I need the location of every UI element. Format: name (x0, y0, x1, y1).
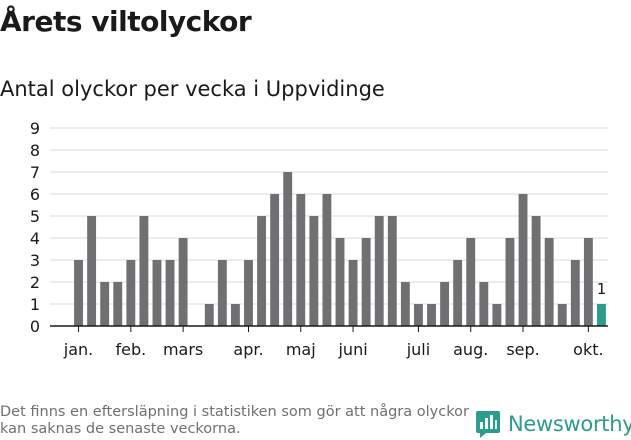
bar (74, 260, 83, 326)
y-tick-label: 1 (30, 295, 40, 314)
y-tick-label: 2 (30, 273, 40, 292)
x-tick-label: maj (286, 340, 316, 359)
bar (217, 260, 227, 326)
y-tick-label: 5 (30, 207, 40, 226)
bar (322, 194, 332, 326)
x-tick-label: okt. (573, 340, 603, 359)
bar (348, 260, 358, 326)
bar (296, 194, 306, 326)
x-tick-label: jan. (63, 340, 93, 359)
bar-chart: 0 1 2 3 4 5 6 7 8 9 1 jan. feb. mars apr. maj juni juli au… (30, 119, 608, 359)
y-tick-label: 4 (30, 229, 40, 248)
brand-name: Newsworthy (508, 412, 631, 436)
bar (597, 304, 606, 326)
footnote: Det finns en eftersläpning i statistiken… (0, 404, 469, 437)
bar (87, 216, 97, 326)
newsworthy-logo-icon (476, 411, 500, 438)
y-tick-label: 9 (30, 119, 40, 138)
y-tick-label: 8 (30, 141, 40, 160)
bar (479, 282, 489, 326)
bar (583, 238, 593, 326)
bar (309, 216, 319, 326)
bar (374, 216, 384, 326)
bar (505, 238, 515, 326)
bar (270, 194, 280, 326)
bar (531, 216, 541, 326)
bar (544, 238, 554, 326)
x-tick-label: apr. (233, 340, 263, 359)
y-tick-label: 6 (30, 185, 40, 204)
bar (440, 282, 450, 326)
bar (413, 304, 423, 326)
data-label: 1 (597, 280, 607, 298)
bar (453, 260, 463, 326)
bar (126, 260, 136, 326)
x-tick-label: feb. (115, 340, 146, 359)
y-tick-label: 0 (30, 317, 40, 336)
bar (466, 238, 476, 326)
bar (244, 260, 253, 326)
bar (230, 304, 240, 326)
x-tick-label: aug. (453, 340, 488, 359)
bar (570, 260, 580, 326)
bar (283, 172, 293, 326)
bar (492, 304, 502, 326)
bar (387, 216, 397, 326)
y-tick-label: 3 (30, 251, 40, 270)
x-tick-label: juni (337, 340, 367, 359)
bar (257, 216, 267, 326)
y-tick-label: 7 (30, 163, 40, 182)
page-title: Årets viltolyckor (0, 5, 252, 38)
bar (100, 282, 110, 326)
x-tick-label: mars (163, 340, 203, 359)
bar (113, 282, 123, 326)
bar (427, 304, 436, 326)
chart-subtitle: Antal olyckor per vecka i Uppvidinge (0, 77, 385, 101)
brand[interactable]: Newsworthy (476, 408, 631, 440)
x-tick-label: juli (406, 340, 430, 359)
bar (557, 304, 567, 326)
bar (518, 194, 528, 326)
bar (335, 238, 345, 326)
bar (361, 238, 371, 326)
bar (152, 260, 162, 326)
bar (204, 304, 214, 326)
bar (165, 260, 175, 326)
bar (178, 238, 188, 326)
bar (139, 216, 149, 326)
x-tick-label: sep. (506, 340, 539, 359)
bar (400, 282, 410, 326)
